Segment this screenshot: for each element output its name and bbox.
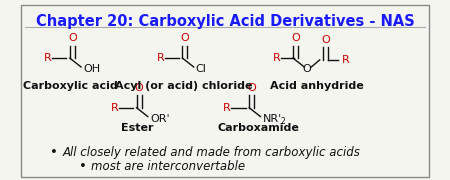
Text: R: R xyxy=(44,53,52,63)
Text: Acyl (or acid) chloride: Acyl (or acid) chloride xyxy=(115,81,252,91)
FancyBboxPatch shape xyxy=(21,5,429,177)
Text: NR': NR' xyxy=(262,114,282,124)
Text: Acid anhydride: Acid anhydride xyxy=(270,81,364,91)
Text: R: R xyxy=(273,53,281,63)
Text: Carboxamide: Carboxamide xyxy=(217,123,299,133)
Text: OR': OR' xyxy=(150,114,170,124)
Text: Ester: Ester xyxy=(121,123,153,133)
Text: Cl: Cl xyxy=(196,64,207,74)
Text: O: O xyxy=(68,33,77,43)
Text: OH: OH xyxy=(83,64,100,74)
Text: Carboxylic acid: Carboxylic acid xyxy=(23,81,118,91)
Text: R: R xyxy=(342,55,350,65)
Text: 2: 2 xyxy=(280,116,285,125)
Text: •: • xyxy=(50,145,58,159)
Text: Chapter 20: Carboxylic Acid Derivatives - NAS: Chapter 20: Carboxylic Acid Derivatives … xyxy=(36,14,414,29)
Text: O: O xyxy=(180,33,189,43)
Text: •: • xyxy=(79,160,87,173)
Text: most are interconvertable: most are interconvertable xyxy=(91,160,246,173)
Text: All closely related and made from carboxylic acids: All closely related and made from carbox… xyxy=(62,145,360,159)
Text: R: R xyxy=(223,103,231,113)
Text: O: O xyxy=(321,35,330,45)
Text: R: R xyxy=(111,103,118,113)
Text: O: O xyxy=(248,83,256,93)
Text: O: O xyxy=(302,64,311,74)
Text: O: O xyxy=(135,83,144,93)
Text: R: R xyxy=(157,53,164,63)
Text: O: O xyxy=(291,33,300,43)
